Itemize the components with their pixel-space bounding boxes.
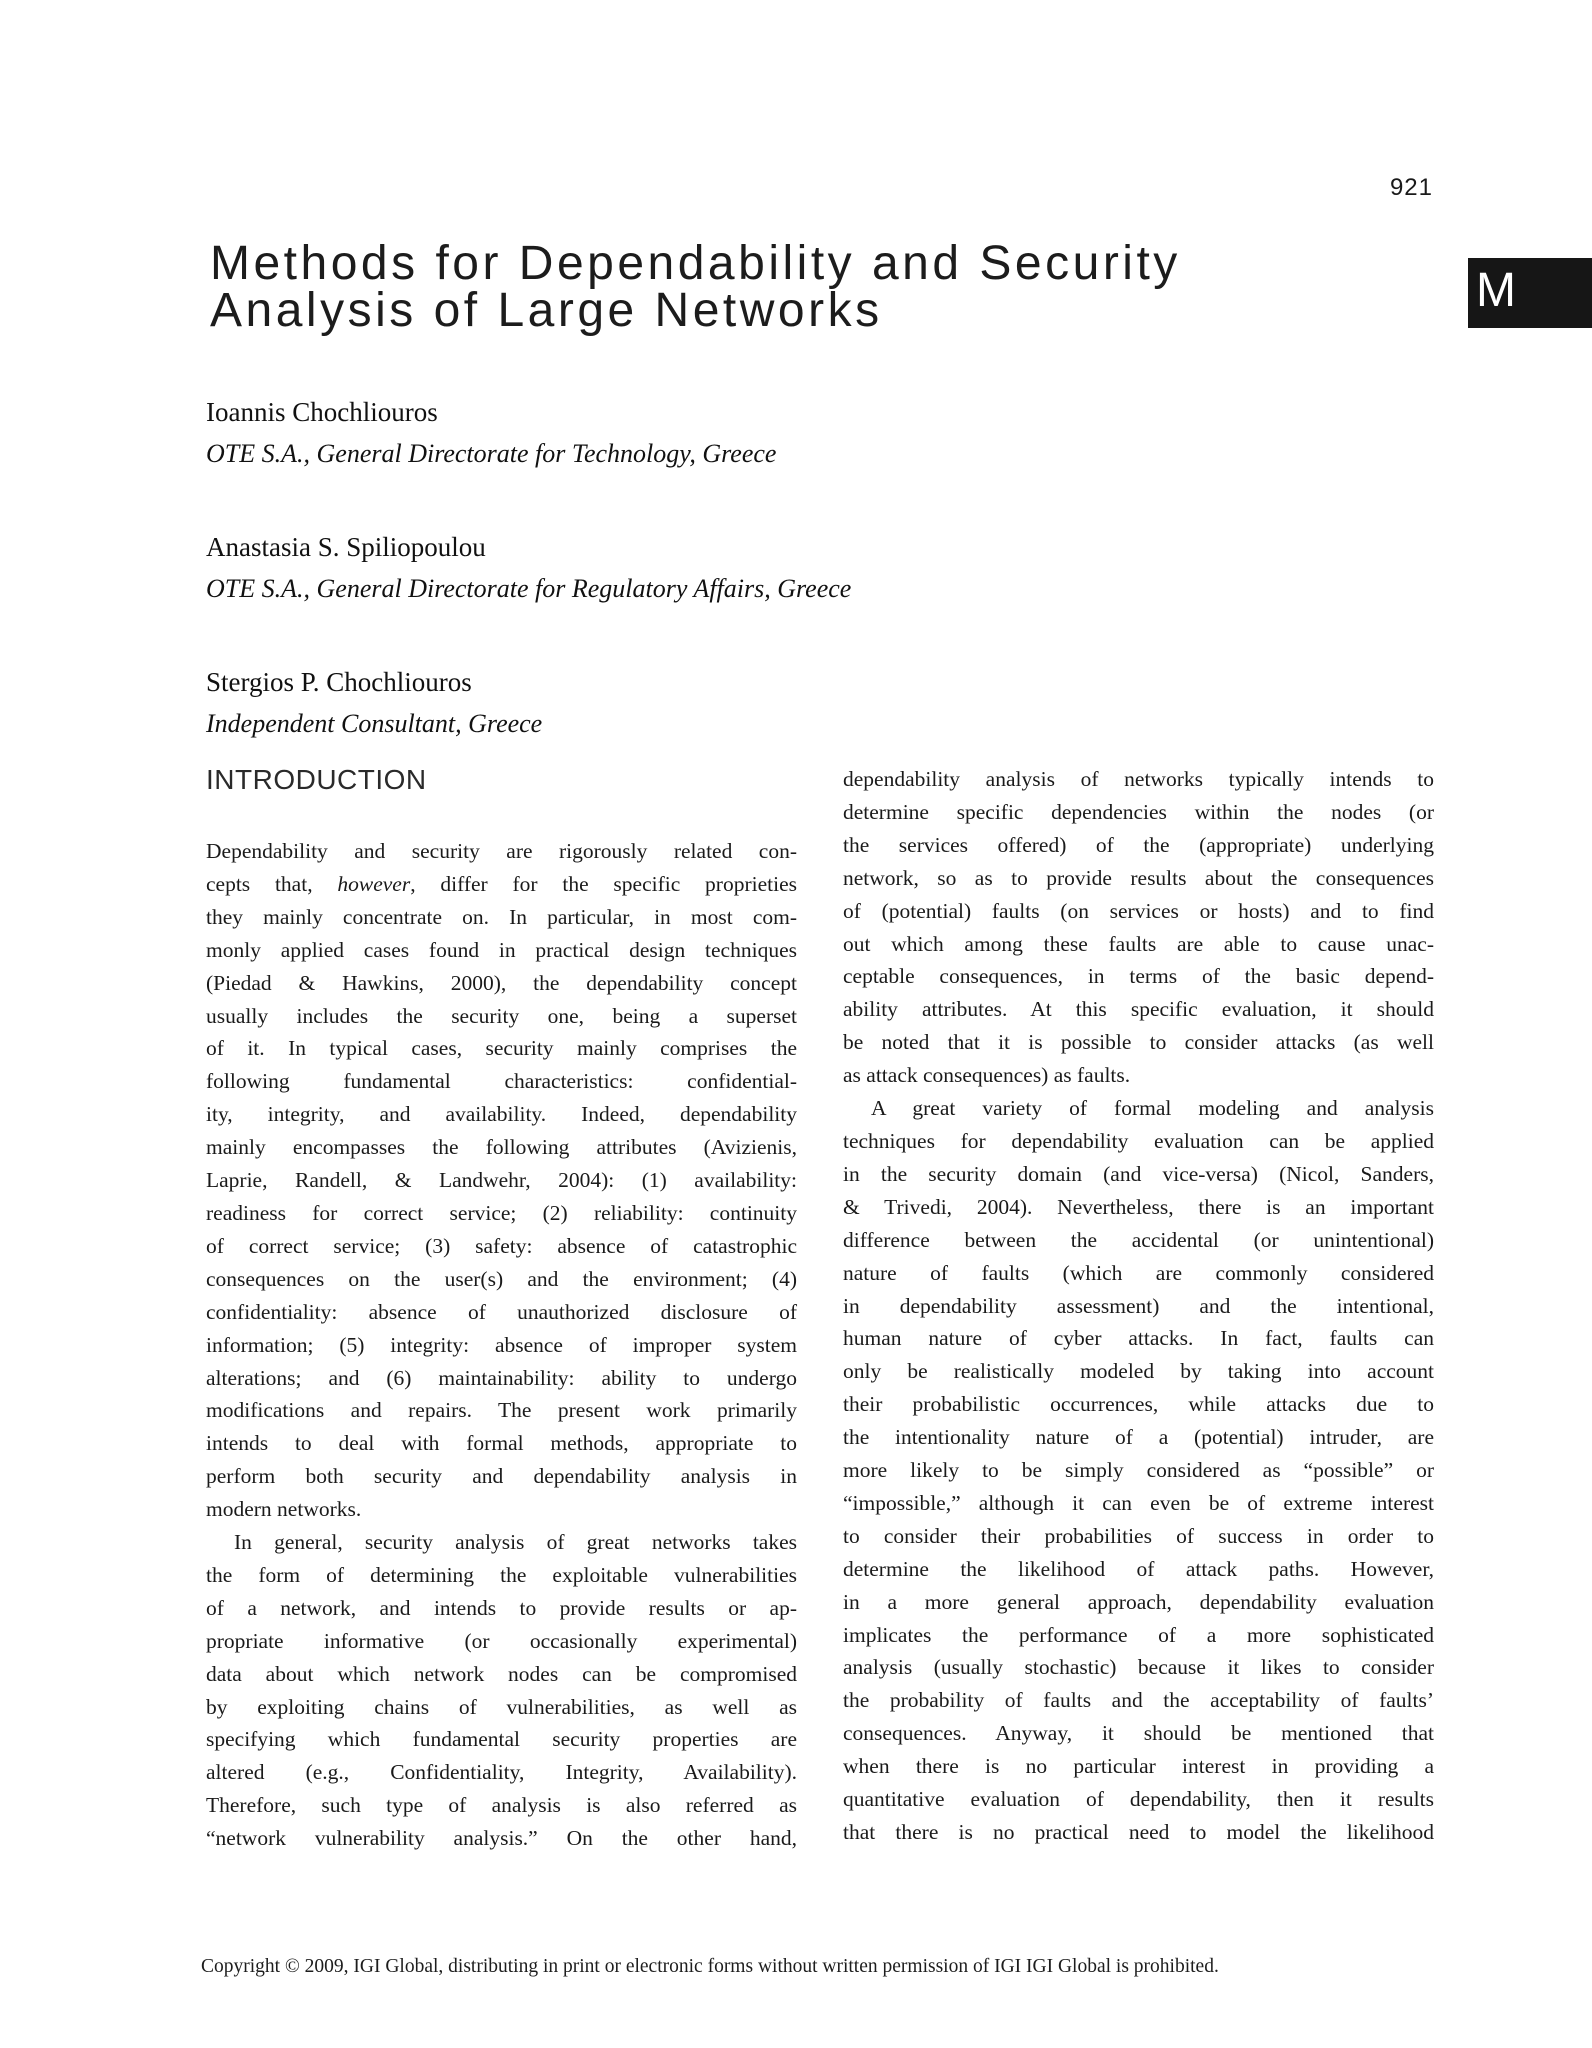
text-line: that there is no practical need to model…	[843, 1820, 1434, 1844]
author-name: Anastasia S. Spiliopoulou	[206, 532, 486, 562]
text-line: ability attributes. At this specific eva…	[843, 997, 1434, 1022]
text-line: implicates the performance of a more sop…	[843, 1622, 1434, 1647]
text-line: In general, security analysis of great n…	[234, 1530, 797, 1555]
text-line: Laprie, Randell, & Landwehr, 2004): (1) …	[206, 1168, 797, 1193]
text-line: of it. In typical cases, security mainly…	[206, 1036, 797, 1061]
body-column-right: dependability analysis of networks typic…	[843, 763, 1434, 1849]
text-line: information; (5) integrity: absence of i…	[206, 1332, 797, 1357]
text-line: their probabilistic occurrences, while a…	[843, 1392, 1434, 1417]
text-line: dependability analysis of networks typic…	[843, 767, 1434, 791]
text-line: in a more general approach, dependabilit…	[843, 1589, 1434, 1614]
text-line: human nature of cyber attacks. In fact, …	[843, 1326, 1434, 1351]
text-line: by exploiting chains of vulnerabilities,…	[206, 1694, 797, 1719]
text-line: Therefore, such type of analysis is also…	[206, 1793, 797, 1818]
text-line: more likely to be simply considered as “…	[843, 1458, 1434, 1483]
text-line: the services offered) of the (appropriat…	[843, 832, 1434, 857]
paragraph: Dependability and security are rigorousl…	[206, 835, 797, 1526]
text-line: of (potential) faults (on services or ho…	[843, 898, 1434, 923]
text-line: nature of faults (which are commonly con…	[843, 1260, 1434, 1285]
text-line: the probability of faults and the accept…	[843, 1688, 1434, 1713]
text-line: data about which network nodes can be co…	[206, 1661, 797, 1686]
text-line: propriate informative (or occasionally e…	[206, 1628, 797, 1653]
letter-thumb-tab: M	[1468, 258, 1592, 328]
author-block: Stergios P. Chochliouros Independent Con…	[206, 662, 851, 744]
text-line: out which among these faults are able to…	[843, 931, 1434, 956]
text-line: determine the likelihood of attack paths…	[843, 1556, 1434, 1581]
text-line: be noted that it is possible to consider…	[843, 1030, 1434, 1055]
text-line: they mainly concentrate on. In particula…	[206, 904, 797, 929]
author-affiliation: OTE S.A., General Directorate for Techno…	[206, 439, 777, 468]
text-line: perform both security and dependability …	[206, 1464, 797, 1489]
text-line: A great variety of formal modeling and a…	[871, 1096, 1434, 1121]
author-block: Anastasia S. Spiliopoulou OTE S.A., Gene…	[206, 527, 851, 609]
author-affiliation: OTE S.A., General Directorate for Regula…	[206, 574, 852, 603]
text-line: usually includes the security one, being…	[206, 1003, 797, 1028]
text-line: altered (e.g., Confidentiality, Integrit…	[206, 1760, 797, 1785]
text-line: intends to deal with formal methods, app…	[206, 1431, 797, 1456]
author-affiliation: Independent Consultant, Greece	[206, 709, 543, 738]
text-line: alterations; and (6) maintainability: ab…	[206, 1365, 797, 1390]
text-line: specifying which fundamental security pr…	[206, 1727, 797, 1752]
text-line: monly applied cases found in practical d…	[206, 937, 797, 962]
text-line: mainly encompasses the following attribu…	[206, 1135, 797, 1160]
text-line: in dependability assessment) and the int…	[843, 1293, 1434, 1318]
thumb-tab-letter: M	[1476, 264, 1516, 317]
copyright-notice: Copyright © 2009, IGI Global, distributi…	[201, 1956, 1219, 1977]
text-line: analysis (usually stochastic) because it…	[843, 1655, 1434, 1680]
text-line: Dependability and security are rigorousl…	[206, 839, 797, 863]
text-line: consequences. Anyway, it should be menti…	[843, 1721, 1434, 1746]
article-title: Methods for Dependability and Security A…	[210, 237, 1181, 337]
article-title-line1: Methods for Dependability and Security	[210, 237, 1181, 290]
author-block: Ioannis Chochliouros OTE S.A., General D…	[206, 392, 851, 474]
text-line: network, so as to provide results about …	[843, 865, 1434, 890]
body-column-left: Dependability and security are rigorousl…	[206, 835, 797, 1855]
text-line: of a network, and intends to provide res…	[206, 1595, 797, 1620]
author-name: Ioannis Chochliouros	[206, 397, 438, 427]
paragraph: In general, security analysis of great n…	[206, 1526, 797, 1855]
text-line: in the security domain (and vice-versa) …	[843, 1161, 1434, 1186]
text-line: the intentionality nature of a (potentia…	[843, 1425, 1434, 1450]
text-line: when there is no particular interest in …	[843, 1754, 1434, 1779]
text-line: cepts that, however, differ for the spec…	[206, 871, 797, 896]
text-line: following fundamental characteristics: c…	[206, 1069, 797, 1094]
text-line: confidentiality: absence of unauthorized…	[206, 1299, 797, 1324]
text-line: to consider their probabilities of succe…	[843, 1523, 1434, 1548]
section-heading-introduction: INTRODUCTION	[206, 764, 427, 795]
text-line: consequences on the user(s) and the envi…	[206, 1266, 797, 1291]
text-line: only be realistically modeled by taking …	[843, 1359, 1434, 1384]
text-line: “impossible,” although it can even be of…	[843, 1490, 1434, 1515]
text-line: the form of determining the exploitable …	[206, 1562, 797, 1587]
text-line: of correct service; (3) safety: absence …	[206, 1233, 797, 1258]
text-line: as attack consequences) as faults.	[843, 1063, 1131, 1088]
paragraph: dependability analysis of networks typic…	[843, 763, 1434, 1092]
text-line: (Piedad & Hawkins, 2000), the dependabil…	[206, 970, 797, 995]
text-line: modern networks.	[206, 1497, 362, 1522]
text-line: ceptable consequences, in terms of the b…	[843, 964, 1434, 989]
author-name: Stergios P. Chochliouros	[206, 667, 472, 697]
text-line: “network vulnerability analysis.” On the…	[206, 1826, 797, 1851]
author-list: Ioannis Chochliouros OTE S.A., General D…	[206, 392, 851, 797]
text-line: difference between the accidental (or un…	[843, 1227, 1434, 1252]
article-title-line2: Analysis of Large Networks	[210, 284, 883, 337]
text-line: quantitative evaluation of dependability…	[843, 1787, 1434, 1812]
text-line: ity, integrity, and availability. Indeed…	[206, 1102, 797, 1127]
page-number: 921	[1389, 174, 1433, 201]
text-line: & Trivedi, 2004). Nevertheless, there is…	[843, 1194, 1434, 1219]
text-line: techniques for dependability evaluation …	[843, 1128, 1434, 1153]
text-line: modifications and repairs. The present w…	[206, 1398, 797, 1423]
paragraph: A great variety of formal modeling and a…	[843, 1092, 1434, 1849]
text-line: readiness for correct service; (2) relia…	[206, 1200, 797, 1225]
text-line: determine specific dependencies within t…	[843, 799, 1434, 824]
